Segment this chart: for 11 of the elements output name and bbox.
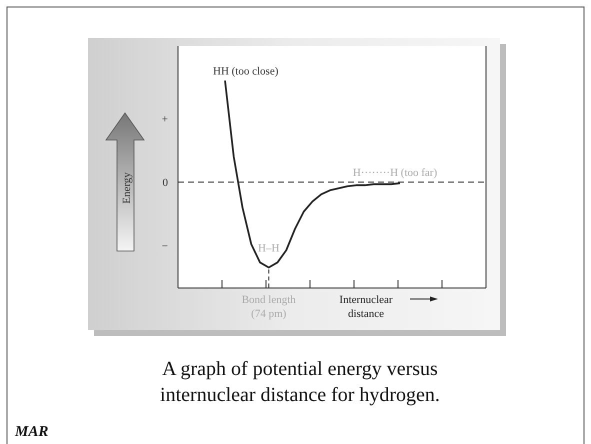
text: HH (too close): [213, 66, 279, 78]
ref-line-label: 0: [162, 177, 168, 190]
text: +: [162, 114, 168, 126]
x-axis-title: Internuclear distance: [339, 294, 393, 320]
annotation: H–H: [258, 242, 280, 255]
text: A graph of potential energy versus internuclear distance for hydrogen.: [160, 358, 440, 406]
text: Bond length (74 pm): [242, 294, 296, 320]
text: Energy: [121, 172, 133, 204]
text: MAR: [14, 424, 48, 440]
annotation: H········H (too far): [352, 167, 438, 180]
text: −: [162, 240, 168, 253]
